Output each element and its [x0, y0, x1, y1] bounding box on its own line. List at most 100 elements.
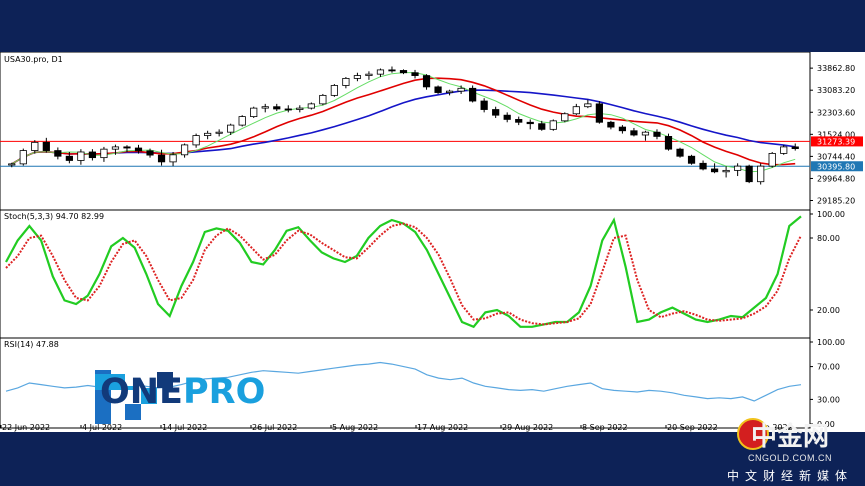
rsi-tick-label: 100.00: [817, 338, 845, 347]
price-panel-title: USA30.pro, D1: [4, 55, 63, 64]
x-axis-label: 17 Aug 2022: [417, 423, 468, 432]
candle-body: [687, 155, 696, 164]
candle-body: [607, 121, 615, 128]
x-axis-label: 4 Jul 2022: [82, 423, 122, 432]
candle-body: [480, 100, 488, 110]
stoch-tick-label: 80.00: [817, 234, 840, 243]
candle-body: [204, 132, 212, 136]
cngold-coin-icon: [737, 418, 769, 450]
candle-body: [238, 116, 246, 126]
candle-body: [515, 119, 523, 123]
candle-body: [434, 86, 442, 93]
onepro-pro: PRO: [182, 372, 266, 412]
candle-body: [630, 130, 638, 136]
candle-body: [134, 147, 143, 152]
candle-body: [595, 103, 603, 123]
candle-body: [330, 85, 338, 96]
price-tick-label: 29964.80: [817, 174, 855, 183]
rsi-tick-label: 70.00: [817, 363, 840, 372]
candle-body: [42, 141, 50, 151]
price-marker-box: [811, 136, 863, 147]
rsi-tick-label: 30.00: [817, 395, 840, 404]
x-axis-label: 14 Jul 2022: [162, 423, 207, 432]
candle-body: [123, 146, 131, 149]
candle-body: [549, 120, 557, 130]
candle-body: [65, 155, 73, 161]
candle-body: [526, 121, 534, 125]
candle-body: [503, 114, 511, 120]
candle-body: [227, 124, 235, 133]
candle-body: [399, 70, 408, 74]
candle-body: [584, 103, 592, 108]
price-marker-box: [811, 161, 863, 172]
candle-body: [31, 141, 39, 151]
candle-body: [734, 165, 742, 171]
candle-body: [192, 135, 200, 146]
candle-body: [538, 123, 546, 130]
price-marker-label: 31273.39: [817, 137, 855, 146]
ma-red-line: [11, 77, 796, 166]
candle-body: [296, 107, 304, 110]
cngold-brand: 中金网 CNGOLD.COM.CN 中文财经新媒体: [727, 416, 853, 484]
candle-body: [653, 131, 661, 137]
x-axis-label: 29 Aug 2022: [502, 423, 553, 432]
candle-body: [676, 148, 684, 157]
candle-body: [745, 165, 753, 183]
candle-body: [757, 165, 765, 183]
candle-body: [768, 152, 776, 167]
onepro-logo-mark: [95, 370, 173, 424]
candle-body: [342, 77, 350, 86]
price-tick-label: 32303.60: [817, 108, 855, 117]
candle-body: [100, 148, 108, 159]
candle-body: [365, 73, 373, 76]
candle-body: [561, 113, 569, 122]
candle-body: [411, 72, 419, 76]
candle-body: [307, 103, 315, 109]
candle-body: [284, 108, 292, 111]
x-axis-label: 5 Aug 2022: [332, 423, 378, 432]
candle-body: [664, 136, 673, 150]
candle-body: [618, 126, 627, 132]
candle-body: [641, 131, 650, 136]
candle-body: [376, 69, 385, 75]
candle-body: [469, 87, 477, 102]
price-marker-label: 30395.80: [817, 162, 855, 171]
price-tick-label: 30744.40: [817, 152, 855, 161]
candle-body: [146, 150, 154, 156]
x-axis-label: 8 Sep 2022: [582, 423, 628, 432]
price-tick-label: 33862.80: [817, 64, 855, 73]
candle-body: [8, 163, 16, 166]
candle-body: [791, 146, 799, 149]
candle-body: [699, 162, 707, 170]
candle-body: [722, 169, 730, 173]
stoch-title: Stoch(5,3,3) 94.70 82.99: [4, 212, 104, 221]
price-tick-label: 33083.20: [817, 86, 855, 95]
candle-body: [710, 168, 719, 173]
price-tick-label: 29185.20: [817, 197, 855, 206]
stoch-tick-label: 20.00: [817, 306, 840, 315]
panel-border-1: [0, 52, 811, 211]
rsi-tick-label: 0.00: [817, 420, 835, 429]
candle-body: [180, 144, 189, 156]
candle-body: [422, 75, 431, 88]
stoch-series-line: [5, 222, 802, 326]
candle-body: [250, 107, 258, 118]
candle-body: [215, 131, 223, 134]
cngold-name: 中金网: [750, 422, 829, 452]
candle-body: [457, 87, 465, 92]
candle-body: [353, 75, 362, 79]
onepro-wordmark: ONEPRO: [100, 372, 265, 412]
candle-body: [780, 146, 788, 154]
x-axis-label: 22 Jun 2022: [2, 423, 50, 432]
candle-body: [492, 109, 500, 116]
x-axis-label: 20 Sep 2022: [667, 423, 718, 432]
candle-body: [157, 154, 166, 163]
rsi-title: RSI(14) 47.88: [4, 340, 59, 349]
panel-border-2: [0, 209, 811, 339]
stoch-tick-label: 100.00: [817, 210, 845, 219]
candle-body: [572, 106, 580, 115]
candle-body: [111, 146, 120, 150]
cngold-tagline: 中文财经新媒体: [726, 469, 853, 483]
candle-body: [54, 150, 62, 157]
candle-body: [273, 106, 281, 110]
